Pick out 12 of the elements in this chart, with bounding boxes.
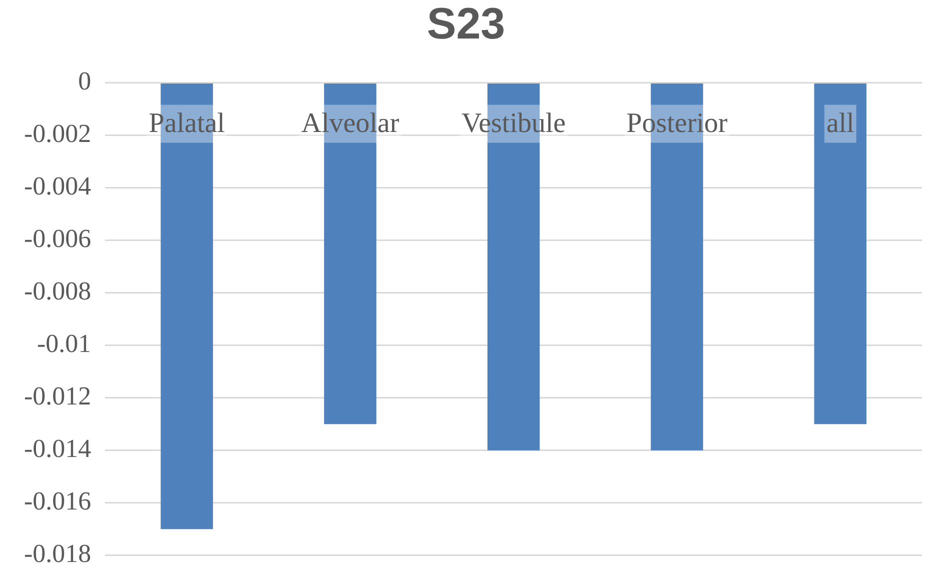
y-tick-label: -0.008 bbox=[24, 276, 92, 306]
y-tick-label: -0.002 bbox=[24, 119, 92, 148]
x-tick-label: all bbox=[826, 108, 855, 140]
y-tick-label: -0.012 bbox=[24, 382, 92, 411]
y-tick-label: -0.006 bbox=[24, 224, 92, 254]
y-tick-label: -0.01 bbox=[36, 329, 92, 358]
y-tick-label: -0.004 bbox=[24, 172, 92, 201]
y-tick-label: 0 bbox=[78, 66, 92, 96]
y-tick-label: -0.014 bbox=[24, 434, 92, 464]
chart-title: S23 bbox=[426, 0, 506, 49]
y-tick-label: -0.016 bbox=[24, 486, 92, 516]
y-tick-label: -0.018 bbox=[24, 539, 92, 568]
